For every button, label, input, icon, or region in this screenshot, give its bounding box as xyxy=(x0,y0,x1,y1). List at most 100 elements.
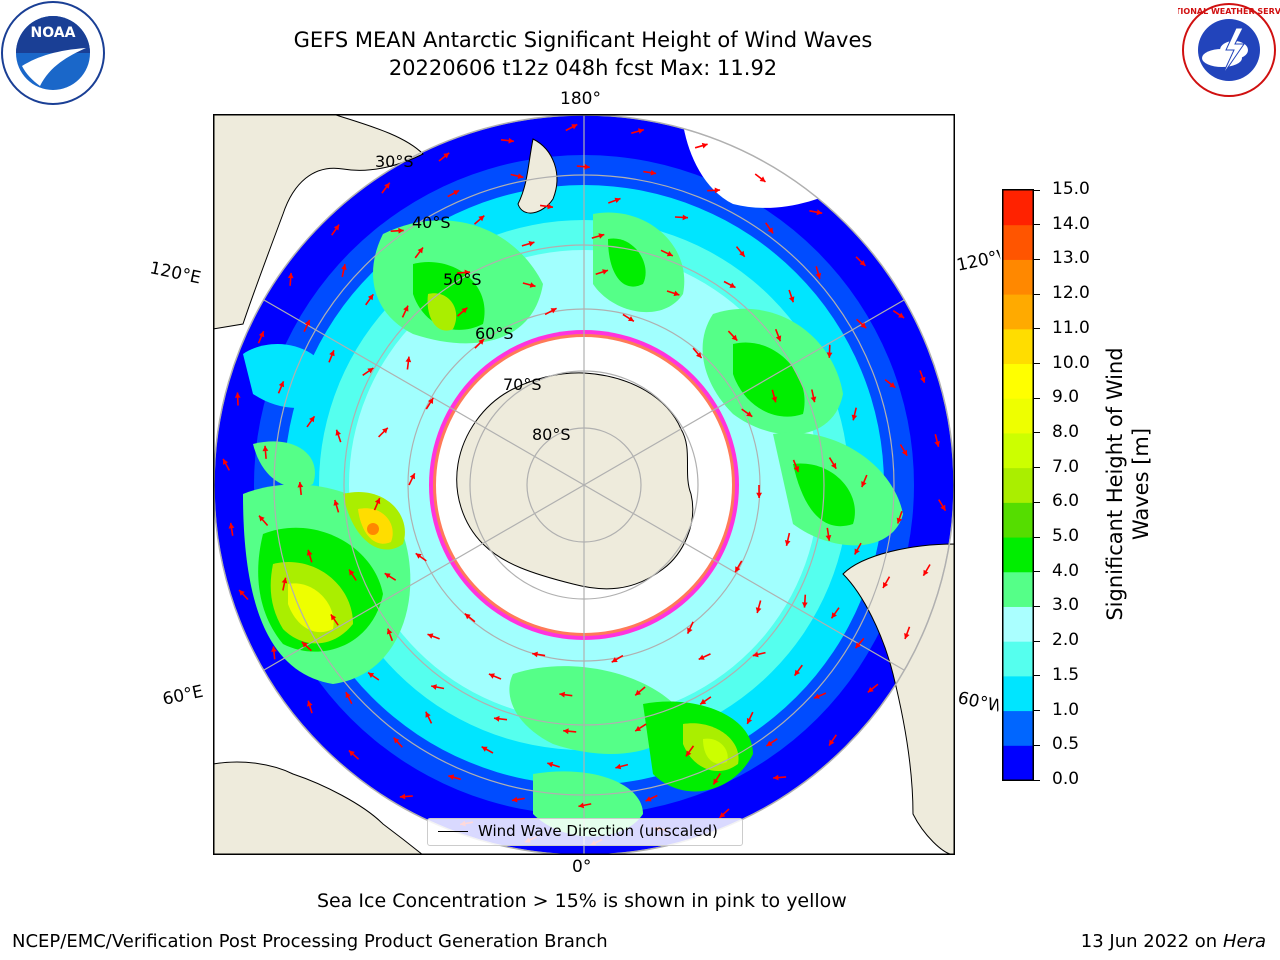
wind-wave-arrowhead xyxy=(448,774,455,780)
colorbar-segment xyxy=(1003,294,1033,330)
colorbar-segment xyxy=(1003,432,1033,469)
wind-wave-direction-arrows xyxy=(222,123,947,846)
wind-wave-arrowhead xyxy=(228,522,235,529)
wind-wave-arrowhead xyxy=(464,269,471,276)
lon-label-0: 0° xyxy=(572,857,592,877)
colorbar-tick-label: 1.0 xyxy=(1052,699,1080,720)
sea-ice-note: Sea Ice Concentration > 15% is shown in … xyxy=(317,890,847,912)
wind-wave-arrowhead xyxy=(696,352,702,358)
wind-wave-arrowhead xyxy=(409,473,415,480)
wind-wave-arrowhead xyxy=(223,458,229,465)
colorbar-segment xyxy=(1003,710,1033,746)
map-canvas xyxy=(213,114,955,855)
wind-wave-arrowhead xyxy=(859,260,866,266)
colorbar-tick xyxy=(1034,467,1040,469)
wind-wave-arrowhead xyxy=(923,569,929,576)
wind-wave-arrowhead xyxy=(431,684,437,690)
wind-wave-arrowhead xyxy=(854,548,860,555)
wind-wave-arrowhead xyxy=(578,802,585,809)
wind-wave-arrowhead xyxy=(417,247,423,254)
wind-wave-arrowhead xyxy=(348,750,355,757)
colorbar-tick xyxy=(1034,779,1040,781)
wind-wave-arrowhead xyxy=(287,272,294,279)
colorbar-tick-label: 3.0 xyxy=(1052,595,1080,616)
colorbar-segment xyxy=(1003,675,1033,712)
wind-wave-arrowhead xyxy=(816,209,823,216)
wind-wave-arrowhead xyxy=(307,700,313,707)
colorbar-tick xyxy=(1034,501,1040,503)
antarctica xyxy=(456,372,694,590)
wind-wave-arrowhead xyxy=(517,173,524,179)
wind-wave-arrowhead xyxy=(508,137,514,144)
wind-wave-arrowhead xyxy=(529,282,536,288)
wind-wave-arrowhead xyxy=(802,602,808,608)
lon-label-120e: 120°E xyxy=(147,258,203,289)
wind-wave-arrowhead xyxy=(794,669,800,676)
colorbar-tick xyxy=(1034,744,1040,746)
wind-wave-arrowhead xyxy=(815,272,822,279)
wind-wave-arrowhead xyxy=(415,553,422,559)
wind-wave-arrowhead xyxy=(867,686,874,693)
wind-wave-arrowhead xyxy=(368,672,375,678)
wind-wave-arrowhead xyxy=(367,294,374,301)
wind-wave-arrowhead xyxy=(771,396,778,403)
wind-wave-arrowhead xyxy=(611,657,618,663)
wind-wave-arrowhead xyxy=(889,382,896,388)
polar-map xyxy=(213,114,955,859)
wind-wave-arrowhead xyxy=(478,215,485,222)
wind-wave-arrowhead xyxy=(563,728,569,735)
wind-wave-arrowhead xyxy=(382,427,388,434)
wind-wave-arrowhead xyxy=(550,308,557,314)
wind-wave-arrowhead xyxy=(666,251,673,257)
wind-wave-arrowhead xyxy=(756,492,762,498)
wind-wave-arrowhead xyxy=(481,746,488,752)
lat-label-40s: 40°S xyxy=(412,213,451,232)
lon-label-120w: 120°W xyxy=(954,247,1003,276)
wind-wave-arrowhead xyxy=(547,761,554,768)
wind-wave-arrowhead xyxy=(532,651,538,658)
wind-wave-arrowhead xyxy=(735,566,741,573)
africa xyxy=(213,761,424,855)
colorbar-tick-label: 8.0 xyxy=(1052,421,1080,442)
colorbar-tick xyxy=(1034,224,1040,226)
wind-wave-arrowhead xyxy=(829,739,835,746)
wind-wave-arrowhead xyxy=(635,725,642,732)
wind-wave-arrowhead xyxy=(464,613,471,620)
wind-wave-arrowhead xyxy=(374,498,381,505)
wind-wave-arrowhead xyxy=(700,698,707,705)
wind-wave-arrowhead xyxy=(278,381,285,388)
wind-wave-arrowhead xyxy=(615,763,622,770)
colorbar-segment xyxy=(1003,467,1033,503)
new-zealand xyxy=(517,138,558,214)
colorbar-tick-label: 14.0 xyxy=(1052,213,1090,234)
colorbar-tick xyxy=(1034,536,1040,538)
wind-wave-arrowhead xyxy=(428,398,434,404)
wind-wave-arrowhead xyxy=(427,633,434,639)
wind-wave-arrowhead xyxy=(746,411,753,417)
colorbar-tick-label: 4.0 xyxy=(1052,560,1080,581)
wind-wave-arrowhead xyxy=(687,627,693,634)
wind-wave-arrowhead xyxy=(259,515,265,522)
wind-wave-arrowhead xyxy=(810,396,817,403)
wind-wave-arrowhead xyxy=(739,250,745,257)
wind-wave-arrowhead xyxy=(333,500,340,506)
wind-wave-arrowhead xyxy=(304,319,311,326)
wind-wave-arrowhead xyxy=(759,176,766,182)
wind-wave-arrowhead xyxy=(488,673,495,679)
wind-wave-arrowhead xyxy=(855,642,861,649)
wind-wave-arrowhead xyxy=(258,331,265,338)
colorbar-tick-label: 6.0 xyxy=(1052,491,1080,512)
wind-wave-arrowhead xyxy=(775,335,782,342)
wind-wave-arrowhead xyxy=(673,290,680,297)
chart-title: GEFS MEAN Antarctic Significant Height o… xyxy=(293,28,873,52)
colorbar-segment xyxy=(1003,224,1033,260)
colorbar-tick-label: 7.0 xyxy=(1052,456,1080,477)
wind-wave-arrowhead xyxy=(384,182,390,189)
wind-wave-arrowhead xyxy=(511,796,518,803)
wind-wave-arrowhead xyxy=(443,152,450,159)
colorbar-tick xyxy=(1034,675,1040,677)
wind-wave-arrowhead xyxy=(349,569,355,576)
wind-wave-arrowhead xyxy=(301,641,308,648)
wind-wave-arrowhead xyxy=(330,614,337,621)
colorbar-tick-label: 13.0 xyxy=(1052,248,1090,269)
